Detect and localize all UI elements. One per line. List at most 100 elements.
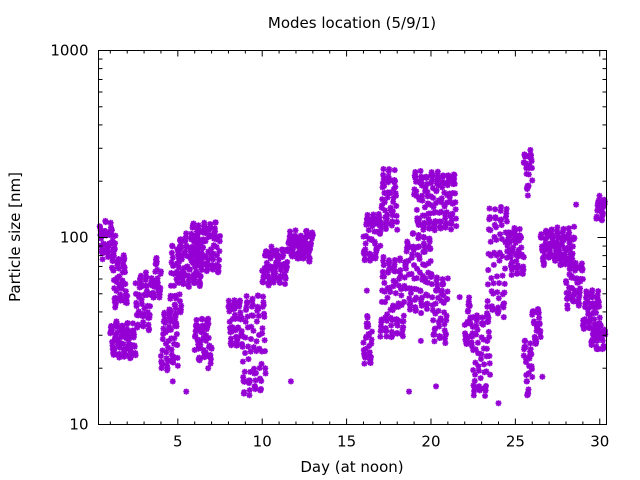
data-marker (178, 256, 185, 263)
data-marker (444, 288, 451, 295)
data-marker (435, 307, 442, 314)
data-marker (212, 228, 219, 235)
data-marker (399, 333, 406, 340)
data-marker (226, 308, 233, 315)
data-marker (247, 335, 254, 342)
data-marker (113, 320, 120, 327)
data-marker (140, 319, 147, 326)
data-marker (268, 243, 275, 250)
data-marker (438, 287, 445, 294)
data-marker (386, 259, 393, 266)
data-marker (235, 324, 242, 331)
data-marker (97, 227, 104, 234)
data-marker (410, 247, 417, 254)
data-marker (293, 234, 300, 241)
data-marker (384, 211, 391, 218)
data-marker (548, 226, 555, 233)
data-marker (207, 356, 214, 363)
data-marker (192, 332, 199, 339)
data-marker (196, 357, 203, 364)
data-marker (498, 204, 505, 211)
data-marker (401, 298, 408, 305)
data-marker (544, 233, 551, 240)
data-marker (441, 321, 448, 328)
data-marker (171, 335, 178, 342)
data-marker (168, 270, 175, 277)
data-marker (520, 263, 527, 270)
data-marker (573, 263, 580, 270)
data-marker (423, 174, 430, 181)
data-marker (595, 299, 602, 306)
data-marker (577, 285, 584, 292)
data-marker (121, 269, 128, 276)
data-marker (157, 284, 164, 291)
data-marker (114, 329, 121, 336)
data-marker (470, 314, 477, 321)
data-marker (601, 198, 608, 205)
data-marker (242, 349, 249, 356)
data-marker (429, 176, 436, 183)
data-marker (253, 348, 260, 355)
data-marker (524, 192, 531, 199)
data-marker (250, 312, 257, 319)
data-marker (205, 334, 212, 341)
data-marker (469, 330, 476, 337)
data-marker (600, 343, 607, 350)
data-marker (153, 254, 160, 261)
data-marker (256, 365, 263, 372)
data-marker (428, 271, 435, 278)
data-marker (229, 324, 236, 331)
data-marker (251, 365, 258, 372)
data-marker (490, 280, 497, 287)
data-marker (244, 313, 251, 320)
data-marker (191, 238, 198, 245)
data-marker (200, 329, 207, 336)
data-marker (416, 253, 423, 260)
data-marker (437, 316, 444, 323)
data-marker (576, 300, 583, 307)
data-marker (287, 232, 294, 239)
data-marker (383, 333, 390, 340)
data-marker (197, 338, 204, 345)
data-marker (502, 213, 509, 220)
data-marker (115, 256, 122, 263)
data-marker (362, 233, 369, 240)
data-marker (97, 232, 104, 239)
data-marker (116, 273, 123, 280)
data-marker (418, 182, 425, 189)
data-marker (424, 188, 431, 195)
data-marker (427, 245, 434, 252)
data-marker (103, 231, 110, 238)
data-marker (116, 344, 123, 351)
data-marker (503, 210, 510, 217)
data-marker (598, 217, 605, 224)
data-marker (261, 348, 268, 355)
data-marker (228, 328, 235, 335)
data-marker (249, 295, 256, 302)
data-marker (525, 182, 532, 189)
data-marker (102, 227, 109, 234)
data-marker (522, 160, 529, 167)
data-marker (191, 279, 198, 286)
data-marker (440, 180, 447, 187)
data-marker (259, 325, 266, 332)
data-marker (483, 345, 490, 352)
data-marker (163, 349, 170, 356)
data-marker (448, 226, 455, 233)
data-marker (240, 374, 247, 381)
data-marker (111, 285, 118, 292)
data-marker (595, 288, 602, 295)
data-marker (113, 295, 120, 302)
data-marker (368, 328, 375, 335)
data-marker (509, 259, 516, 266)
data-marker (241, 389, 248, 396)
y-tick-label: 10 (69, 416, 88, 434)
data-marker (419, 294, 426, 301)
data-marker (389, 212, 396, 219)
data-marker (252, 370, 259, 377)
data-marker (99, 256, 106, 263)
data-marker (448, 221, 455, 228)
data-marker (365, 216, 372, 223)
data-marker (114, 335, 121, 342)
data-marker (304, 232, 311, 239)
